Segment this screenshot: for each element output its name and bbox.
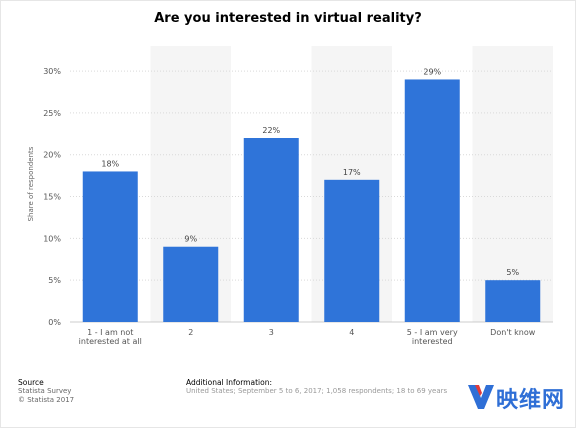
y-tick-label: 5% [48, 276, 61, 285]
bar-value-label: 17% [343, 168, 361, 177]
additional-info-block: Additional Information: United States; S… [186, 378, 447, 396]
bar [163, 246, 219, 322]
x-tick-label: 5 - I am very interested [407, 328, 458, 346]
y-tick-label: 10% [43, 234, 61, 243]
value-labels: 18% 9% 22% 17% 29% 5% [101, 67, 519, 277]
source-block: Source Statista Survey © Statista 2017 [18, 378, 74, 405]
chart-title: Are you interested in virtual reality? [154, 11, 422, 26]
source-line: Statista Survey [18, 387, 72, 395]
y-axis-label: Share of respondents [27, 146, 35, 221]
additional-info-heading: Additional Information: [186, 378, 272, 387]
column-band [472, 46, 553, 322]
bar-value-label: 9% [184, 235, 197, 244]
x-tick-label: Don't know [490, 328, 536, 337]
source-heading: Source [18, 378, 44, 387]
bar [324, 179, 380, 322]
bar-value-label: 18% [101, 159, 119, 168]
x-tick-label: 4 [349, 328, 354, 337]
copyright-line: © Statista 2017 [18, 396, 75, 404]
bar-value-label: 22% [262, 126, 280, 135]
y-tick-label: 25% [43, 109, 61, 118]
bar [82, 171, 138, 322]
x-tick-labels: 1 - I am not interested at all 2 3 4 5 - I am… [79, 328, 536, 346]
additional-info-text: United States; September 5 to 6, 2017; 1… [186, 387, 448, 395]
bar [485, 280, 541, 322]
gridlines [70, 70, 553, 323]
bars [82, 79, 541, 322]
y-tick-label: 0% [48, 318, 61, 327]
x-tick-label: 3 [269, 328, 274, 337]
logo-mark-icon [468, 385, 494, 409]
watermark-logo: 映维网 [466, 380, 570, 414]
y-tick-label: 20% [43, 151, 61, 160]
bar-value-label: 5% [506, 268, 519, 277]
bar [404, 79, 460, 322]
bar [243, 138, 299, 322]
y-tick-label: 15% [43, 193, 61, 202]
bar-value-label: 29% [423, 67, 441, 76]
x-tick-label: 1 - I am not interested at all [79, 328, 142, 346]
y-tick-label: 30% [43, 67, 61, 76]
x-tick-label: 2 [188, 328, 193, 337]
bar-chart: 0% 5% 10% 15% 20% 25% 30% 18% 9% 22% 17% 29% 5% 1 -… [27, 46, 553, 346]
logo-text: 映维网 [496, 388, 566, 413]
y-tick-labels: 0% 5% 10% 15% 20% 25% 30% [43, 67, 61, 327]
